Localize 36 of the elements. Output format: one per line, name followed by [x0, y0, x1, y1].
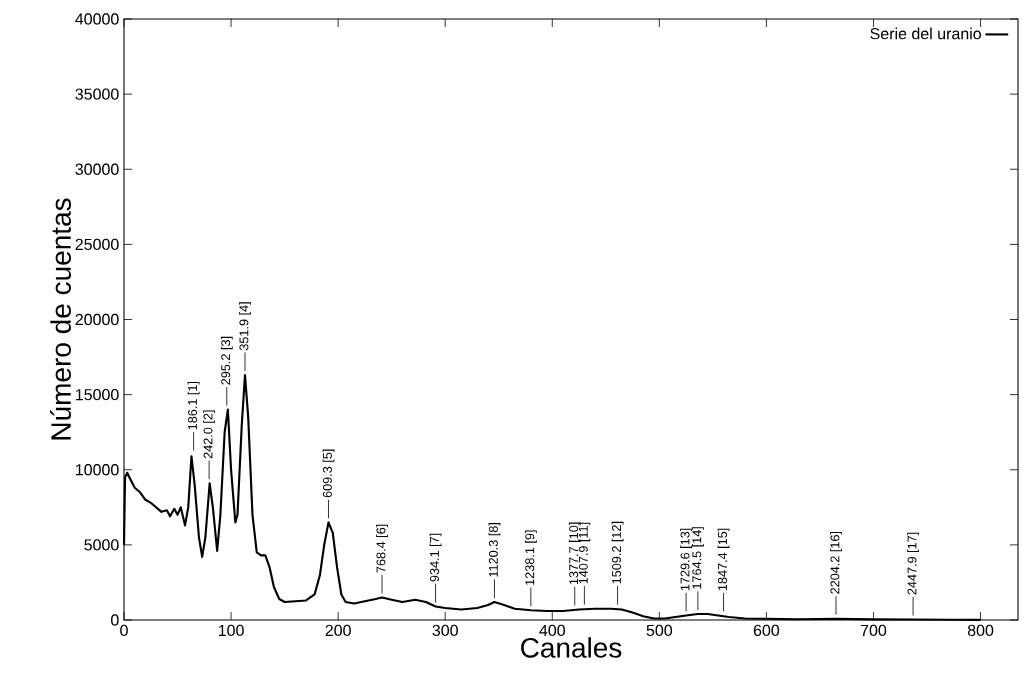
x-tick-label: 100: [218, 624, 244, 637]
annotation: 1729.6 [13]: [680, 528, 693, 591]
annotation: 934.1 [7]: [429, 533, 442, 582]
annotation: 2204.2 [16]: [830, 531, 842, 594]
y-tick-label: 5000: [84, 539, 119, 551]
x-tick-label: 700: [860, 624, 887, 637]
annotation: 1509.2 [12]: [611, 521, 624, 584]
annotation: 295.2 [3]: [220, 336, 233, 385]
y-tick-label: 30000: [75, 163, 119, 175]
annotation: 186.1 [1]: [187, 381, 200, 430]
y-tick-label: 25000: [75, 238, 119, 251]
annotation: 1764.5 [14]: [691, 527, 704, 589]
y-axis-title: Número de cuentas: [50, 198, 71, 440]
annotation: 1238.1 [9]: [524, 530, 537, 585]
legend-label: Serie del uranio: [870, 27, 981, 40]
annotation: 609.3 [5]: [322, 449, 335, 498]
annotation: 2447.9 [17]: [907, 532, 919, 595]
y-tick-label: 10000: [76, 464, 119, 476]
y-tick-label: 20000: [75, 313, 119, 326]
x-tick-label: 400: [539, 624, 565, 637]
x-axis-title: Canales: [521, 637, 622, 658]
x-tick-label: 600: [753, 624, 780, 637]
x-tick-label: 300: [432, 624, 458, 637]
annotation: 351.9 [4]: [239, 302, 251, 351]
annotation: 1847.4 [15]: [717, 528, 730, 591]
x-tick-label: 800: [967, 624, 994, 637]
y-tick-label: 15000: [76, 388, 119, 401]
y-tick-label: 0: [111, 614, 119, 626]
y-tick-label: 35000: [75, 88, 119, 100]
x-tick-label: 200: [325, 624, 351, 637]
annotation: 768.4 [6]: [376, 524, 388, 573]
annotation: 1120.3 [8]: [488, 523, 501, 577]
y-tick-label: 40000: [75, 13, 119, 25]
x-tick-label: 0: [120, 624, 128, 637]
x-tick-label: 500: [646, 624, 673, 637]
annotation: 242.0 [2]: [203, 410, 216, 459]
